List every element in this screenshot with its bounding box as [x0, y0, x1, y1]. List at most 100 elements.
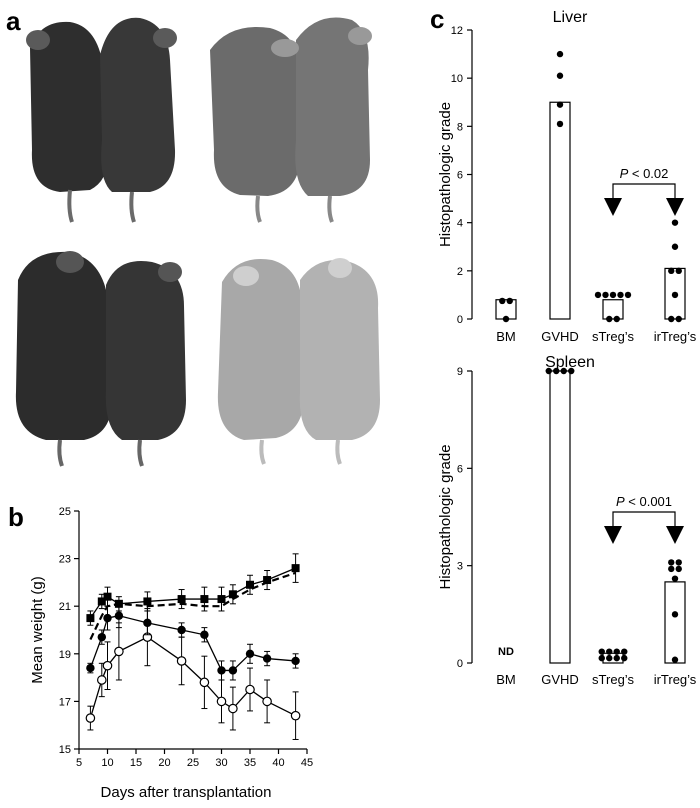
- data-point: [675, 315, 682, 323]
- x-tick-label: 15: [130, 757, 142, 769]
- y-tick-label: 23: [59, 554, 71, 566]
- mouse-photo-bottom-left-pair: [15, 251, 186, 467]
- data-point: [502, 315, 510, 323]
- data-point-filled-circle: [86, 663, 95, 673]
- data-point-filled-circle: [177, 625, 186, 635]
- x-tick-label: 45: [301, 757, 313, 769]
- mouse-photo-top-left-pair: [26, 17, 177, 223]
- data-point: [568, 367, 575, 375]
- data-point: [675, 267, 682, 275]
- series-line: [89, 615, 296, 672]
- data-point: [624, 291, 632, 299]
- y-tick-label: 17: [59, 696, 71, 708]
- data-point-square: [200, 595, 209, 604]
- data-point: [613, 648, 620, 655]
- bar: [602, 299, 624, 320]
- x-tick-label: 5: [76, 757, 82, 769]
- data-point-open-circle: [97, 675, 107, 685]
- y-tick-label: 8: [457, 121, 463, 133]
- x-tick-label: 30: [215, 757, 227, 769]
- data-point: [545, 367, 552, 375]
- weight-line-chart: 5 10 15 20 25 30 35 40 45 15 17 19 21 23 25 Days after …: [29, 506, 313, 801]
- y-tick-label: 0: [457, 314, 463, 326]
- category-label: GVHD: [541, 672, 579, 687]
- category-label: sTreg’s: [592, 329, 634, 344]
- y-tick-label: 19: [59, 649, 71, 661]
- arrowhead: [604, 526, 622, 544]
- p-value-symbol: P: [620, 166, 629, 181]
- bar: [549, 101, 571, 320]
- x-tick-label: 10: [101, 757, 113, 769]
- data-point: [621, 648, 628, 655]
- panel-title: Liver: [553, 9, 588, 26]
- data-point-square: [291, 564, 300, 573]
- mice-photograph: [15, 17, 380, 467]
- y-tick-label: 6: [457, 463, 463, 475]
- panel-label-a: a: [6, 6, 21, 36]
- series-line: [89, 571, 296, 640]
- data-point: [668, 315, 675, 323]
- y-axis-label: Mean weight (g): [29, 576, 46, 684]
- significance-bracket: [612, 183, 676, 206]
- data-point: [671, 575, 679, 582]
- data-point-square: [97, 597, 106, 606]
- category-label: BM: [496, 672, 516, 687]
- category-label: irTreg’s: [654, 672, 697, 687]
- data-point: [671, 656, 679, 663]
- data-point-square: [217, 595, 226, 604]
- data-point: [609, 291, 617, 299]
- data-point-square: [103, 592, 112, 601]
- data-point-open-circle: [102, 660, 113, 671]
- y-tick-label: 9: [457, 366, 463, 378]
- data-point: [668, 565, 675, 573]
- x-tick-label: 20: [158, 757, 170, 769]
- y-axis-label: Histopathologic grade: [437, 102, 454, 247]
- data-point: [675, 565, 682, 573]
- data-point: [606, 315, 613, 323]
- data-point-filled-circle: [245, 649, 255, 658]
- data-point-square: [177, 595, 186, 604]
- data-point-open-circle: [176, 656, 187, 666]
- y-axis-label: Histopathologic grade: [437, 444, 454, 589]
- y-tick-label: 6: [457, 170, 463, 182]
- data-point: [602, 291, 609, 299]
- panel-label-b: b: [8, 502, 24, 532]
- data-point-open-circle: [199, 677, 210, 688]
- data-point: [556, 120, 564, 128]
- mouse-photo-top-right-pair: [210, 17, 372, 223]
- data-point-filled-circle: [217, 666, 226, 675]
- data-point-square: [143, 597, 152, 606]
- data-point: [668, 559, 675, 566]
- y-tick-label: 12: [451, 25, 463, 37]
- y-tick-label: 15: [59, 744, 71, 756]
- y-tick-label: 21: [59, 601, 71, 613]
- data-point: [556, 50, 564, 58]
- data-point: [560, 367, 567, 375]
- data-point-open-circle: [228, 703, 238, 714]
- data-point-square: [228, 590, 237, 599]
- data-point: [598, 654, 605, 662]
- p-value-text: < 0.02: [628, 166, 668, 181]
- bar: [602, 652, 624, 664]
- data-point-square: [263, 576, 272, 585]
- data-point: [621, 654, 628, 662]
- data-point: [606, 648, 613, 655]
- y-tick-label: 4: [457, 218, 463, 230]
- p-value-symbol: P: [616, 494, 625, 509]
- data-point-filled-circle: [97, 632, 107, 642]
- x-tick-label: 25: [187, 757, 199, 769]
- x-tick-label: 40: [272, 757, 284, 769]
- data-point-open-circle: [85, 713, 96, 723]
- data-point-filled-circle: [228, 666, 238, 675]
- data-point-filled-circle: [262, 654, 272, 663]
- arrowhead: [604, 198, 622, 216]
- y-tick-label: 3: [457, 561, 463, 573]
- x-axis-label: Days after transplantation: [101, 784, 272, 801]
- data-point-square: [86, 614, 95, 623]
- data-point-square: [246, 580, 254, 589]
- not-determined-label: ND: [498, 646, 514, 658]
- p-value-text: < 0.001: [625, 494, 672, 509]
- data-point-open-circle: [262, 696, 272, 707]
- data-point: [671, 291, 679, 299]
